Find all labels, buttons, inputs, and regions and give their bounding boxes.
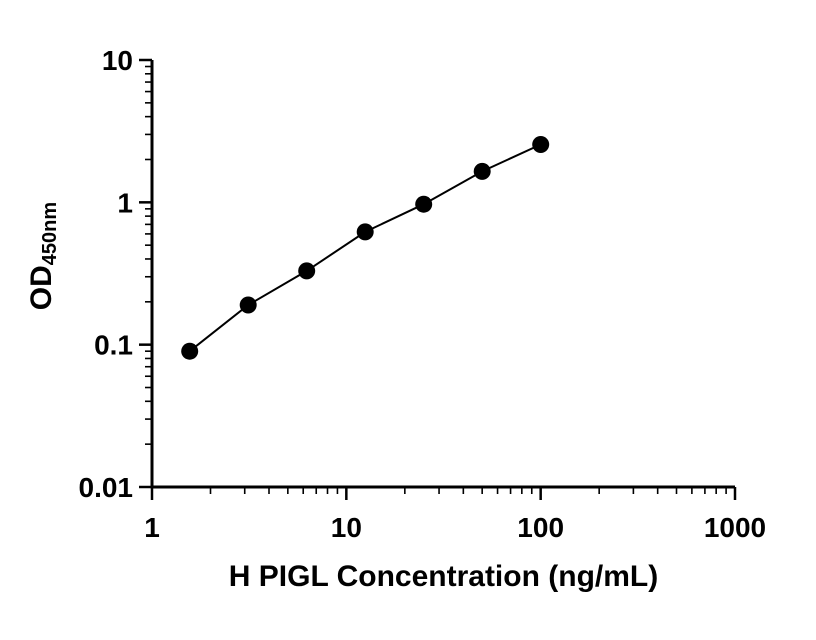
data-point	[239, 296, 257, 314]
data-point	[181, 342, 199, 360]
data-point	[415, 195, 433, 213]
y-tick-label: 1	[117, 187, 133, 218]
x-tick-label: 1000	[704, 512, 766, 543]
data-point	[298, 262, 316, 280]
x-tick-label: 1	[144, 512, 160, 543]
data-point	[356, 223, 374, 241]
x-tick-label: 10	[331, 512, 362, 543]
y-tick-label: 0.01	[79, 472, 134, 503]
x-axis-title: H PIGL Concentration (ng/mL)	[228, 560, 659, 593]
y-axis-title-main: OD	[25, 265, 58, 311]
y-tick-label: 10	[102, 45, 133, 76]
y-axis-title-subscript: 450nm	[39, 201, 61, 266]
y-tick-label: 0.1	[94, 330, 133, 361]
y-axis-title: OD450nm	[21, 144, 63, 368]
data-point	[473, 162, 491, 180]
x-tick-label: 100	[517, 512, 564, 543]
data-point	[532, 136, 550, 153]
